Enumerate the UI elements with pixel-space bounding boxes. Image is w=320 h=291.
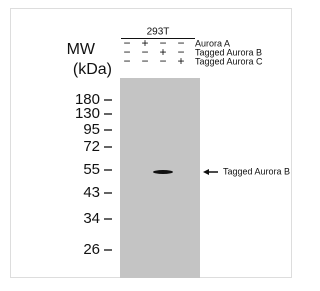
- page: 293T MW (kDa) Tagged Aurora B −+−−Aurora…: [0, 0, 302, 286]
- marker-label: 95: [83, 121, 100, 138]
- marker-label: 130: [75, 105, 100, 122]
- marker-label: 72: [83, 138, 100, 155]
- band-label: Tagged Aurora B: [223, 166, 290, 176]
- marker-label: 34: [83, 210, 100, 227]
- unit-label: (kDa): [73, 61, 112, 78]
- marker-label: 43: [83, 184, 100, 201]
- marker-label: 26: [83, 241, 100, 258]
- blot-figure: 293T MW (kDa) Tagged Aurora B −+−−Aurora…: [0, 0, 302, 286]
- mw-label: MW: [67, 41, 96, 58]
- lane-sign: +: [177, 54, 184, 68]
- lane-sign: −: [159, 54, 166, 68]
- gel: [120, 78, 200, 278]
- lane-sign: −: [123, 54, 130, 68]
- row-label: Tagged Aurora C: [195, 56, 263, 66]
- lane-sign: −: [141, 54, 148, 68]
- band: [153, 170, 173, 174]
- marker-label: 55: [83, 161, 100, 178]
